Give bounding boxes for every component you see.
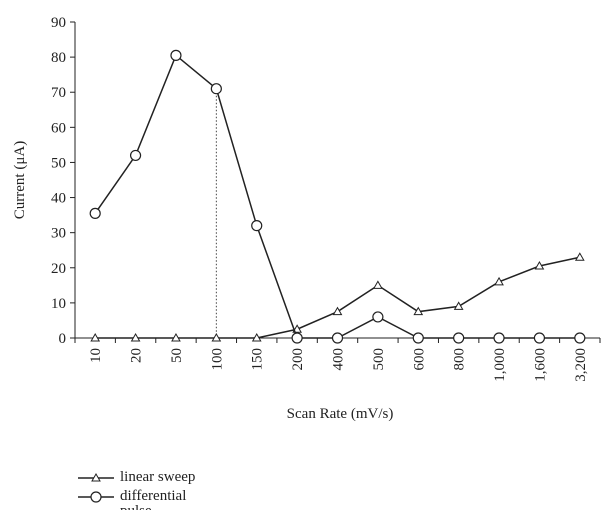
marker: [90, 491, 102, 503]
x-tick-label: 200: [290, 348, 306, 371]
marker: [493, 332, 505, 344]
marker: [331, 332, 344, 344]
marker: [412, 332, 424, 344]
y-tick-label: 10: [51, 296, 66, 312]
y-axis-label: Current (μA): [12, 141, 28, 219]
x-tick-label: 3,200: [573, 348, 589, 382]
legend-swatch: [78, 491, 114, 503]
marker: [533, 332, 546, 344]
marker: [494, 276, 504, 286]
marker: [89, 207, 101, 219]
series-line: [95, 256, 580, 339]
legend: linear sweep differential pulse: [78, 470, 200, 510]
x-tick-label: 1,000: [492, 348, 508, 382]
legend-item: differential pulse: [78, 489, 200, 510]
marker: [130, 332, 141, 342]
marker: [170, 49, 182, 61]
y-tick-label: 80: [51, 50, 66, 66]
x-tick-label: 50: [169, 348, 185, 363]
y-tick-label: 70: [51, 85, 66, 101]
marker: [373, 280, 383, 289]
y-tick-label: 30: [51, 226, 66, 242]
x-tick-label: 10: [88, 348, 104, 363]
marker: [372, 311, 384, 323]
chart: Scan Rate (mV/s) Current (μA) 0 10 20 30 40 5…: [12, 15, 601, 422]
series-line: [94, 54, 580, 339]
legend-swatch: [78, 472, 114, 482]
y-tick-label: 60: [51, 120, 66, 136]
y-tick-label: 0: [59, 331, 67, 347]
marker: [453, 301, 464, 310]
x-tick-label: 1,600: [532, 348, 548, 382]
marker: [251, 332, 262, 342]
x-tick-label: 100: [209, 348, 225, 371]
marker: [210, 83, 222, 95]
marker: [534, 261, 545, 270]
marker: [90, 332, 101, 342]
y-tick-label: 50: [51, 155, 66, 171]
x-tick-label: 800: [452, 348, 468, 371]
x-tick-label: 400: [331, 348, 347, 371]
x-tick-label: 20: [129, 348, 145, 363]
marker: [291, 332, 303, 344]
marker: [211, 332, 222, 342]
marker: [453, 332, 465, 344]
y-tick-label: 20: [51, 261, 66, 277]
y-tick-label: 40: [51, 191, 66, 207]
marker: [251, 220, 263, 232]
marker: [574, 332, 586, 344]
x-axis-label: Scan Rate (mV/s): [287, 406, 394, 422]
marker: [413, 306, 424, 316]
marker: [171, 332, 181, 342]
x-tick-label: 150: [250, 348, 266, 371]
legend-label: linear sweep: [120, 469, 196, 485]
marker: [332, 306, 343, 316]
x-tick-label: 600: [411, 348, 427, 371]
marker: [91, 472, 101, 482]
legend-label: differential pulse: [120, 488, 187, 510]
y-tick-label: 90: [51, 15, 66, 31]
legend-item: linear sweep: [78, 470, 200, 485]
marker: [129, 149, 142, 162]
marker: [574, 252, 585, 261]
x-tick-label: 500: [371, 348, 387, 371]
